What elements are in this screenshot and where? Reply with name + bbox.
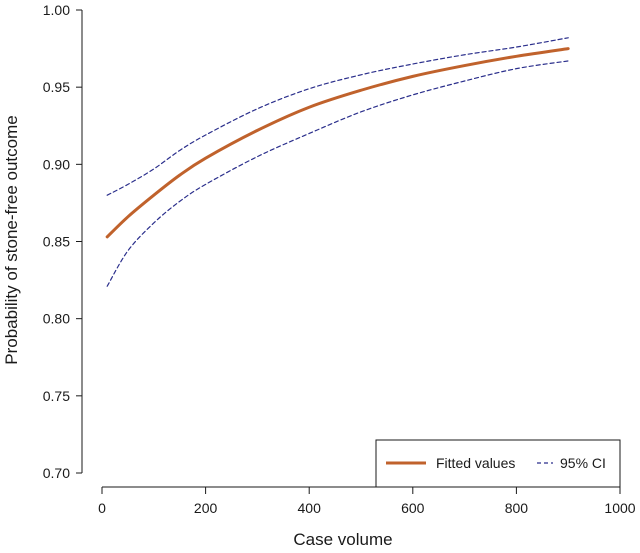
- x-tick-label: 800: [505, 500, 529, 516]
- y-tick-label: 0.90: [43, 156, 70, 172]
- x-tick-label: 400: [298, 500, 322, 516]
- x-ticks: 0 200 400 600 800 1000: [98, 487, 636, 516]
- x-tick-label: 1000: [604, 500, 635, 516]
- y-tick-label: 1.00: [43, 2, 70, 18]
- legend: Fitted values 95% CI: [375, 439, 621, 488]
- y-tick-label: 0.70: [43, 465, 70, 481]
- x-tick-label: 0: [98, 500, 106, 516]
- y-axis-title: Probability of stone-free outcome: [2, 115, 21, 364]
- y-ticks: 0.70 0.75 0.80 0.85 0.90 0.95 1.00: [43, 2, 82, 481]
- legend-label-ci: 95% CI: [560, 455, 606, 471]
- y-tick-label: 0.80: [43, 311, 70, 327]
- x-tick-label: 600: [401, 500, 425, 516]
- y-axis: 0.70 0.75 0.80 0.85 0.90 0.95 1.00: [43, 2, 83, 481]
- x-tick-label: 200: [194, 500, 218, 516]
- y-tick-label: 0.85: [43, 234, 70, 250]
- series-ci-upper: [106, 37, 569, 196]
- x-axis: 0 200 400 600 800 1000: [98, 486, 636, 516]
- x-axis-title: Case volume: [293, 530, 392, 549]
- series-fitted-values: [105, 47, 570, 239]
- series-ci-lower: [106, 60, 569, 287]
- legend-label-fitted: Fitted values: [436, 455, 515, 471]
- y-tick-label: 0.95: [43, 79, 70, 95]
- series-layer: [105, 37, 570, 287]
- y-tick-label: 0.75: [43, 388, 70, 404]
